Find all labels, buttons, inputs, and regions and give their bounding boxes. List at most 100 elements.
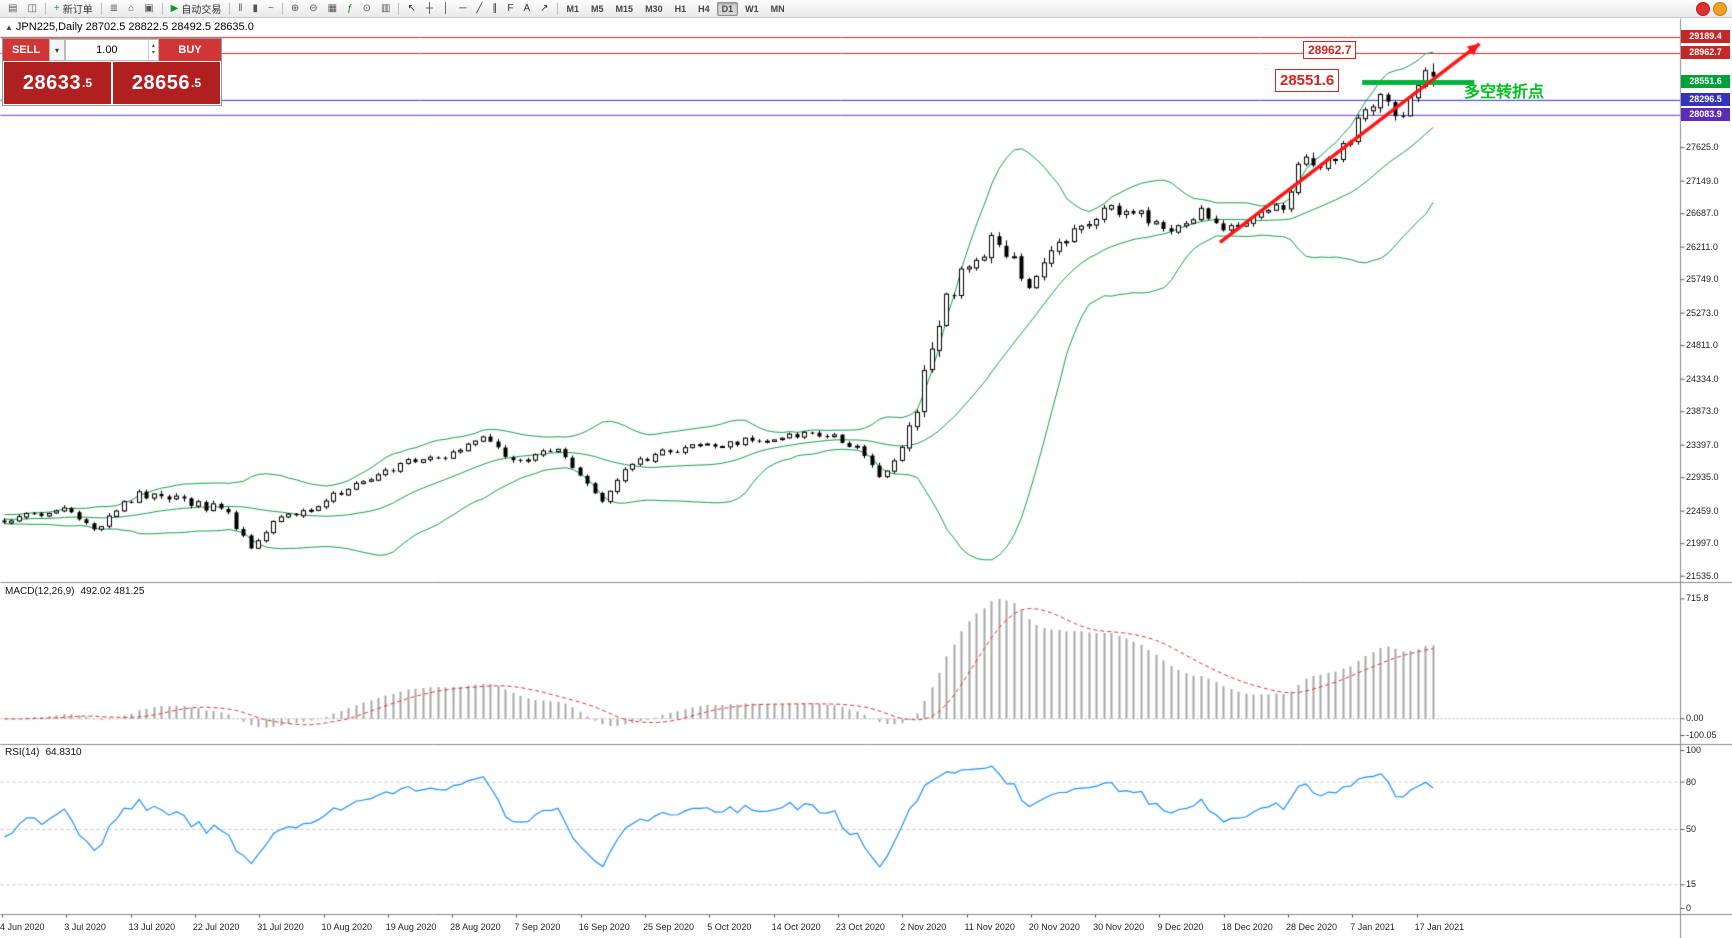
spinner-down-icon[interactable]: ▾ — [151, 50, 155, 56]
macd-axis-tick-label: 0.00 — [1686, 713, 1704, 724]
crosshair-icon: ┼ — [425, 2, 433, 14]
one-click-trading-panel: SELL ▾ ▴ ▾ BUY 28633.5 28656.5 — [2, 38, 222, 106]
volume-field: ▴ ▾ — [65, 39, 159, 61]
timeframe-m15[interactable]: M15 — [615, 3, 634, 14]
toolbar-separator — [44, 2, 46, 15]
zoom-in-button[interactable]: ⊕ — [287, 0, 303, 17]
vertical-line-button[interactable]: │ — [439, 0, 453, 17]
volume-stepper[interactable]: ▴ ▾ — [147, 40, 158, 60]
notification-badge-orange[interactable] — [1713, 2, 1727, 16]
cursor-button[interactable]: ↖ — [403, 0, 419, 17]
macd-values: 492.02 481.25 — [80, 586, 145, 597]
chevron-down-icon: ▾ — [54, 45, 59, 55]
candlestick-chart-button[interactable]: ▮ — [248, 0, 262, 17]
trendline-icon: ╱ — [476, 2, 483, 14]
fibonacci-icon: F — [507, 2, 514, 14]
indicators-button[interactable]: ƒ — [343, 0, 357, 17]
text-tool-button[interactable]: A — [519, 0, 534, 17]
price-axis-tick-label: 21535.0 — [1686, 570, 1719, 581]
channel-icon: ∥ — [492, 2, 498, 14]
price-axis-tick-label: 21997.0 — [1686, 538, 1719, 549]
spinner-up-icon[interactable]: ▴ — [151, 43, 155, 49]
volume-input[interactable] — [66, 40, 148, 60]
price-axis-tick-label: 27625.0 — [1686, 142, 1719, 153]
navigator-button[interactable]: ⌂ — [124, 0, 138, 17]
buy-price-display[interactable]: 28656.5 — [113, 62, 220, 104]
notification-badge-red[interactable] — [1696, 2, 1710, 16]
main-toolbar: ▤ ◫ + 新订单 ≣ ⌂ ▣ ▶ 自动交易 ‖ ▮ ~ ⊕ ⊖ ▦ ƒ ⊙ ▥ ↖ ┼ │ ─ ╱ ∥ F A ↗ M1 M5 M15 M… — [0, 0, 1732, 18]
rsi-axis-tick-label: 50 — [1686, 824, 1697, 834]
sell-price-main: 28633 — [22, 71, 82, 94]
vertical-line-icon: │ — [442, 2, 450, 14]
autotrading-button[interactable]: ▶ 自动交易 — [167, 0, 226, 17]
timeframe-m30[interactable]: M30 — [645, 3, 663, 14]
crosshair-button[interactable]: ┼ — [422, 0, 437, 17]
toolbar-separator — [556, 2, 558, 15]
rsi-name: RSI(14) — [5, 747, 40, 758]
horizontal-line-button[interactable]: ─ — [455, 0, 470, 17]
timeframe-w1[interactable]: W1 — [745, 3, 759, 14]
turning-point-annotation: 多空转折点 — [1464, 84, 1545, 101]
profiles-button[interactable]: ◫ — [23, 0, 40, 17]
tile-windows-button[interactable]: ▦ — [324, 0, 341, 17]
resistance-price-callout: 28962.7 — [1303, 41, 1357, 59]
bar-chart-button[interactable]: ‖ — [234, 0, 246, 17]
market-watch-button[interactable]: ≣ — [106, 0, 122, 17]
price-axis-tick-label: 27149.0 — [1686, 175, 1719, 186]
price-axis-flag: 29189.4 — [1681, 30, 1730, 44]
price-axis-tick-label: 22459.0 — [1686, 505, 1719, 516]
date-axis-label: 25 Sep 2020 — [643, 922, 695, 932]
order-type-dropdown[interactable]: ▾ — [49, 39, 65, 61]
rsi-indicator-label: RSI(14) 64.8310 — [5, 747, 82, 758]
trendline-button[interactable]: ╱ — [472, 0, 486, 17]
toolbar-separator — [161, 2, 163, 15]
date-axis-label: 31 Jul 2020 — [257, 922, 304, 932]
fibonacci-button[interactable]: F — [503, 0, 517, 17]
market-watch-icon: ≣ — [109, 2, 119, 14]
price-axis-tick-label: 22935.0 — [1686, 472, 1719, 483]
timeframe-mn[interactable]: MN — [770, 3, 785, 14]
buy-button[interactable]: BUY — [159, 39, 221, 61]
profiles-icon: ◫ — [27, 2, 37, 14]
price-axis-tick-label: 26687.0 — [1686, 208, 1719, 219]
sell-price-display[interactable]: 28633.5 — [4, 62, 111, 104]
zoom-out-icon: ⊖ — [309, 2, 318, 14]
periods-button[interactable]: ⊙ — [359, 0, 375, 17]
sell-price-sup: .5 — [82, 76, 93, 90]
price-axis-tick-label: 25273.0 — [1686, 307, 1719, 318]
date-axis-label: 30 Nov 2020 — [1093, 922, 1145, 932]
date-axis-label: 28 Aug 2020 — [450, 922, 501, 932]
arrow-tool-button[interactable]: ↗ — [536, 0, 552, 17]
zoom-out-button[interactable]: ⊖ — [305, 0, 321, 17]
date-axis-label: 16 Sep 2020 — [578, 922, 630, 932]
text-tool-icon: A — [523, 2, 531, 14]
templates-icon: ▥ — [381, 2, 391, 14]
macd-name: MACD(12,26,9) — [5, 586, 75, 597]
timeframe-h4[interactable]: H4 — [698, 3, 710, 14]
new-order-button[interactable]: + 新订单 — [50, 0, 97, 17]
sell-button[interactable]: SELL — [3, 39, 49, 61]
price-axis-tick-label: 23873.0 — [1686, 406, 1719, 417]
line-chart-button[interactable]: ~ — [264, 0, 278, 17]
line-chart-icon: ~ — [268, 2, 274, 14]
date-axis-label: 5 Oct 2020 — [707, 922, 752, 932]
channel-button[interactable]: ∥ — [488, 0, 501, 17]
macd-axis-tick-label: 715.8 — [1686, 593, 1709, 604]
toolbar-separator — [229, 2, 231, 15]
timeframe-d1[interactable]: D1 — [716, 1, 739, 16]
timeframe-m1[interactable]: M1 — [566, 3, 580, 14]
price-axis-tick-label: 24811.0 — [1686, 340, 1718, 351]
price-axis-flag: 28962.7 — [1681, 45, 1730, 59]
timeframe-h1[interactable]: H1 — [674, 3, 687, 14]
chart-canvas[interactable] — [0, 18, 1732, 938]
horizontal-line-icon: ─ — [459, 2, 467, 14]
indicators-icon: ƒ — [347, 2, 353, 14]
terminal-button[interactable]: ▣ — [140, 0, 157, 17]
new-order-icon: + — [53, 2, 60, 14]
new-chart-button[interactable]: ▤ — [4, 0, 21, 17]
date-axis-label: 23 Oct 2020 — [835, 922, 885, 932]
candlestick-chart-icon: ▮ — [252, 2, 258, 14]
date-axis-label: 11 Nov 2020 — [964, 922, 1015, 932]
templates-button[interactable]: ▥ — [377, 0, 394, 17]
timeframe-m5[interactable]: M5 — [591, 3, 604, 14]
